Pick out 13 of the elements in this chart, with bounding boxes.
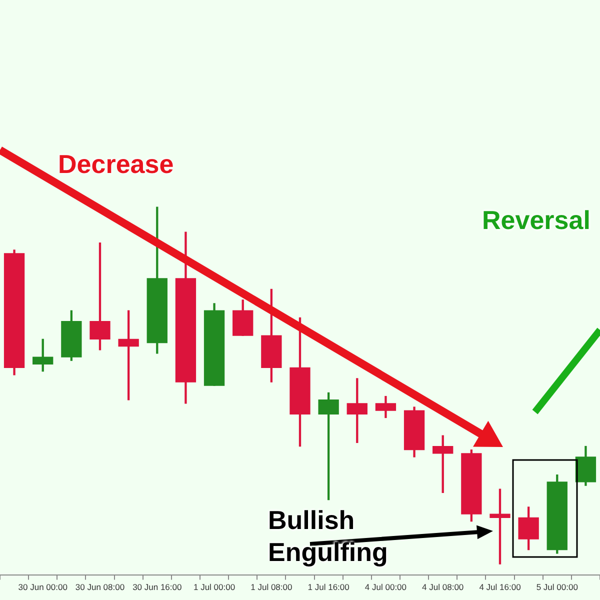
- annotation: Bullish Engulfing: [268, 504, 389, 568]
- x-tick-label: 30 Jun 08:00: [75, 582, 125, 592]
- x-tick-label: 4 Jul 16:00: [479, 582, 522, 592]
- x-tick-label: 1 Jul 08:00: [250, 582, 292, 592]
- x-tick-label: 1 Jul 16:00: [308, 582, 350, 592]
- x-tick-label: 5 Jul 00:00: [536, 582, 578, 592]
- x-tick-label: 4 Jul 00:00: [364, 582, 407, 592]
- x-tick-label: 1 Jul 00:00: [193, 582, 236, 592]
- annotation: Reversal: [482, 204, 592, 236]
- x-tick-label: 30 Jun 16:00: [132, 582, 182, 592]
- text: Decrease: [58, 148, 175, 180]
- x-tick-label: 30 Jun 00:00: [18, 582, 68, 592]
- x-tick-label: 4 Jul 08:00: [422, 582, 464, 592]
